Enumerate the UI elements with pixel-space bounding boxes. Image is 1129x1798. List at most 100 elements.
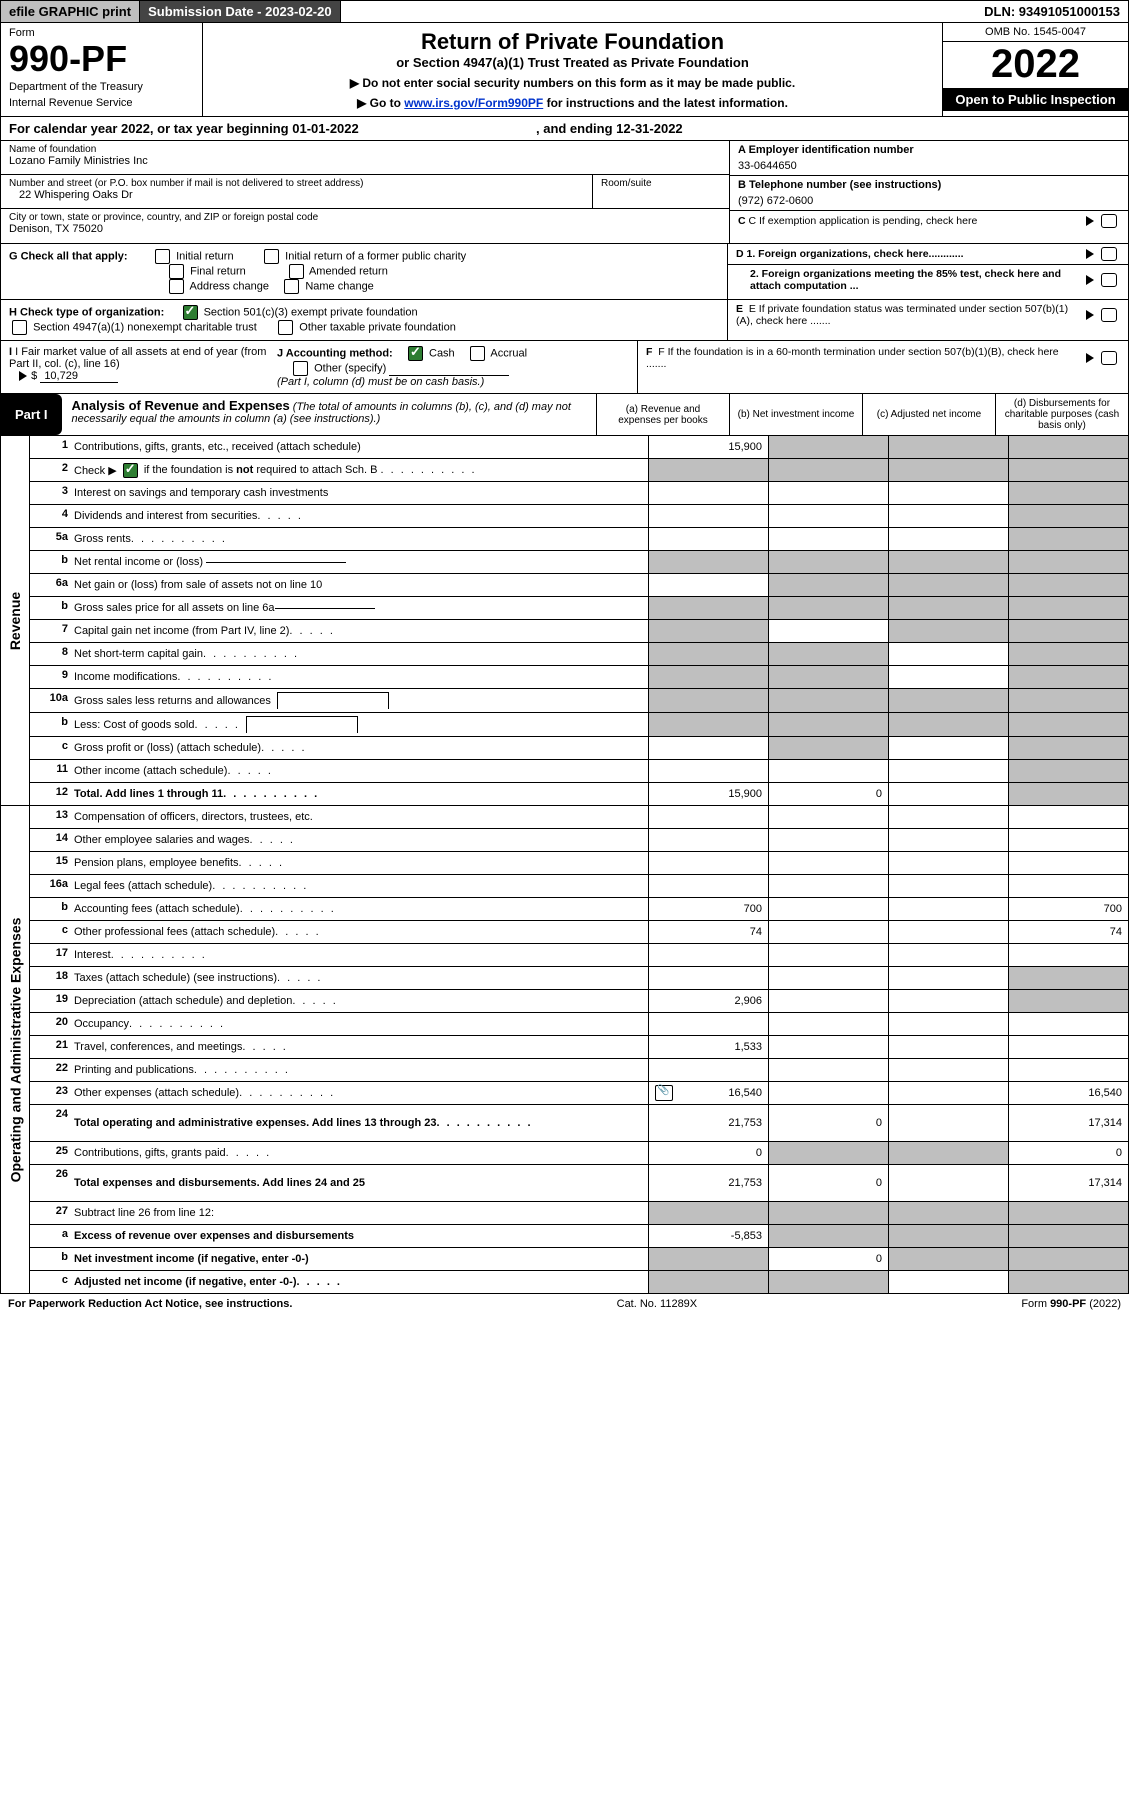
cell-b bbox=[768, 1225, 888, 1247]
row-desc: Total. Add lines 1 through 11 bbox=[72, 783, 648, 805]
row-desc: Gross profit or (loss) (attach schedule) bbox=[72, 737, 648, 759]
efile-print-button[interactable]: efile GRAPHIC print bbox=[1, 1, 140, 22]
cell-a: 15,900 bbox=[648, 436, 768, 458]
cell-d: 16,540 bbox=[1008, 1082, 1128, 1104]
g-amended-checkbox[interactable] bbox=[289, 264, 304, 279]
row-desc: Excess of revenue over expenses and disb… bbox=[72, 1225, 648, 1247]
row-desc: Interest bbox=[72, 944, 648, 966]
cell-a bbox=[648, 643, 768, 665]
row-num: 15 bbox=[30, 852, 72, 874]
form-header: Form 990-PF Department of the Treasury I… bbox=[0, 23, 1129, 117]
cell-b bbox=[768, 944, 888, 966]
d1-label: D 1. Foreign organizations, check here..… bbox=[736, 248, 964, 260]
goto-note: ▶ Go to www.irs.gov/Form990PF for instru… bbox=[213, 96, 932, 110]
cell-a bbox=[648, 620, 768, 642]
page-footer: For Paperwork Reduction Act Notice, see … bbox=[0, 1294, 1129, 1314]
cell-a: -5,853 bbox=[648, 1225, 768, 1247]
row-desc: Contributions, gifts, grants, etc., rece… bbox=[72, 436, 648, 458]
cell-d bbox=[1008, 574, 1128, 596]
address-label: Number and street (or P.O. box number if… bbox=[9, 178, 584, 189]
calyear-pre: For calendar year 2022, or tax year begi… bbox=[9, 121, 292, 136]
g-label: G Check all that apply: bbox=[9, 250, 128, 262]
cell-c bbox=[888, 806, 1008, 828]
cell-c bbox=[888, 1142, 1008, 1164]
dept-irs: Internal Revenue Service bbox=[9, 97, 194, 109]
cell-d bbox=[1008, 436, 1128, 458]
schb-checkbox[interactable] bbox=[123, 463, 138, 478]
row-desc: Occupancy bbox=[72, 1013, 648, 1035]
cell-a bbox=[648, 459, 768, 481]
cell-a: 15,900 bbox=[648, 783, 768, 805]
ein-value: 33-0644650 bbox=[738, 156, 1120, 172]
form-subtitle: or Section 4947(a)(1) Trust Treated as P… bbox=[213, 55, 932, 70]
cell-d bbox=[1008, 620, 1128, 642]
cell-c bbox=[888, 436, 1008, 458]
cell-d bbox=[1008, 713, 1128, 736]
row-num: 8 bbox=[30, 643, 72, 665]
cell-c bbox=[888, 597, 1008, 619]
name-row: Name of foundation Lozano Family Ministr… bbox=[1, 141, 729, 175]
cell-a bbox=[648, 689, 768, 712]
g-initial-return-checkbox[interactable] bbox=[155, 249, 170, 264]
cell-b bbox=[768, 1036, 888, 1058]
omb-number: OMB No. 1545-0047 bbox=[943, 23, 1128, 42]
row-num: 1 bbox=[30, 436, 72, 458]
g-final-return-checkbox[interactable] bbox=[169, 264, 184, 279]
c-checkbox[interactable] bbox=[1101, 214, 1117, 228]
arrow-icon bbox=[1086, 353, 1094, 363]
g-name-change-checkbox[interactable] bbox=[284, 279, 299, 294]
j-cash-checkbox[interactable] bbox=[408, 346, 423, 361]
cell-b bbox=[768, 597, 888, 619]
cell-a bbox=[648, 944, 768, 966]
h-section: H Check type of organization: Section 50… bbox=[1, 300, 728, 340]
cell-c bbox=[888, 643, 1008, 665]
cell-a bbox=[648, 1059, 768, 1081]
open-to-public: Open to Public Inspection bbox=[943, 88, 1128, 111]
row-num: a bbox=[30, 1225, 72, 1247]
cell-a bbox=[648, 1271, 768, 1293]
j-other-checkbox[interactable] bbox=[293, 361, 308, 376]
row-num: c bbox=[30, 737, 72, 759]
cell-b bbox=[768, 921, 888, 943]
cell-d bbox=[1008, 1248, 1128, 1270]
name-label: Name of foundation bbox=[9, 144, 721, 155]
d1-checkbox[interactable] bbox=[1101, 247, 1117, 261]
cell-b bbox=[768, 1142, 888, 1164]
cell-a bbox=[648, 875, 768, 897]
g-initial-former-checkbox[interactable] bbox=[264, 249, 279, 264]
row-desc: Other income (attach schedule) bbox=[72, 760, 648, 782]
row-desc: Net short-term capital gain bbox=[72, 643, 648, 665]
g-opt-4: Address change bbox=[190, 280, 270, 292]
cell-c bbox=[888, 1271, 1008, 1293]
address-cell: Number and street (or P.O. box number if… bbox=[1, 175, 593, 208]
h-other-checkbox[interactable] bbox=[278, 320, 293, 335]
h-501c3-checkbox[interactable] bbox=[183, 305, 198, 320]
phone-row: B Telephone number (see instructions) (9… bbox=[730, 176, 1128, 211]
i-j-section: I I Fair market value of all assets at e… bbox=[1, 341, 638, 393]
row-num: 16a bbox=[30, 875, 72, 897]
d2-checkbox[interactable] bbox=[1101, 273, 1117, 287]
dln-label: DLN: 93491051000153 bbox=[976, 1, 1128, 22]
ein-label: A Employer identification number bbox=[738, 144, 1120, 156]
row-num: 7 bbox=[30, 620, 72, 642]
j-accrual-checkbox[interactable] bbox=[470, 346, 485, 361]
instructions-link[interactable]: www.irs.gov/Form990PF bbox=[404, 96, 543, 110]
f-checkbox[interactable] bbox=[1101, 351, 1117, 365]
revenue-label: Revenue bbox=[7, 591, 23, 649]
row-desc: Pension plans, employee benefits bbox=[72, 852, 648, 874]
cell-a: 1,533 bbox=[648, 1036, 768, 1058]
paperwork-notice: For Paperwork Reduction Act Notice, see … bbox=[8, 1298, 292, 1310]
attachment-icon[interactable] bbox=[655, 1085, 673, 1101]
opex-side-label: Operating and Administrative Expenses bbox=[1, 806, 30, 1293]
cell-d bbox=[1008, 505, 1128, 527]
cell-b bbox=[768, 1271, 888, 1293]
cell-d: 700 bbox=[1008, 898, 1128, 920]
row-num: c bbox=[30, 1271, 72, 1293]
h-4947-checkbox[interactable] bbox=[12, 320, 27, 335]
header-center: Return of Private Foundation or Section … bbox=[203, 23, 942, 116]
g-address-change-checkbox[interactable] bbox=[169, 279, 184, 294]
row-desc: Compensation of officers, directors, tru… bbox=[72, 806, 648, 828]
cell-a bbox=[648, 1202, 768, 1224]
cell-b bbox=[768, 713, 888, 736]
e-checkbox[interactable] bbox=[1101, 308, 1117, 322]
